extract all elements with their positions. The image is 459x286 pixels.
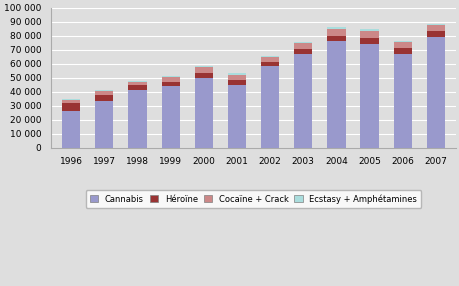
Bar [95,95,113,101]
Bar [260,62,279,66]
Bar [294,49,312,54]
Bar [161,77,179,82]
Bar [194,78,213,148]
Bar [294,42,312,43]
Bar [95,101,113,148]
Bar [260,56,279,57]
Bar [294,54,312,148]
Bar [62,104,80,111]
Bar [327,29,345,36]
Bar [393,42,411,47]
Bar [128,82,146,85]
Bar [161,82,179,86]
Bar [227,85,246,148]
Bar [128,90,146,148]
Bar [62,111,80,148]
Legend: Cannabis, Héroïne, Cocaïne + Crack, Ecstasy + Amphétamines: Cannabis, Héroïne, Cocaïne + Crack, Ecst… [85,190,420,208]
Bar [294,43,312,49]
Bar [62,100,80,104]
Bar [227,80,246,85]
Bar [194,66,213,67]
Bar [260,66,279,148]
Bar [360,44,378,148]
Bar [327,41,345,148]
Bar [426,25,444,31]
Bar [128,85,146,90]
Bar [95,90,113,91]
Bar [393,47,411,54]
Bar [227,75,246,80]
Bar [360,31,378,38]
Bar [327,36,345,41]
Bar [426,37,444,148]
Bar [227,74,246,75]
Bar [95,91,113,95]
Bar [128,81,146,82]
Bar [426,24,444,25]
Bar [260,57,279,62]
Bar [194,67,213,73]
Bar [194,73,213,78]
Bar [360,38,378,44]
Bar [360,29,378,31]
Bar [327,27,345,29]
Bar [393,54,411,148]
Bar [161,76,179,77]
Bar [393,41,411,42]
Bar [161,86,179,148]
Bar [426,31,444,37]
Bar [62,99,80,100]
